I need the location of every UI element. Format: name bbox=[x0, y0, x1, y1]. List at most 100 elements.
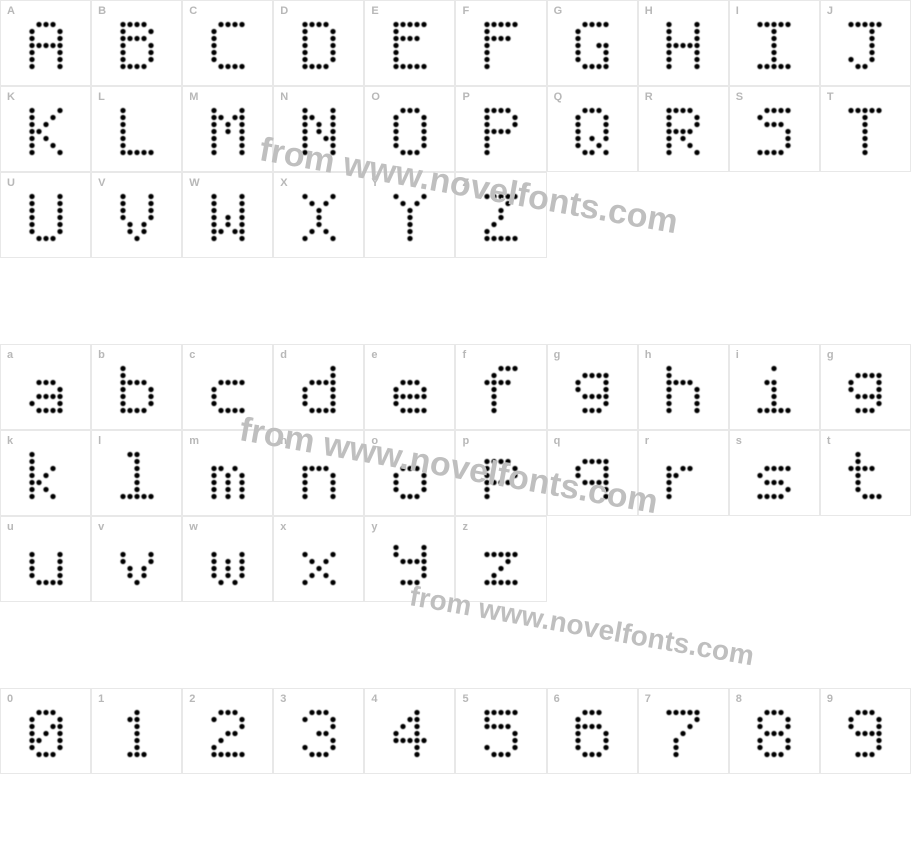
glyph-cell: G bbox=[547, 0, 638, 86]
cell-label: b bbox=[98, 349, 105, 361]
glyph-cell: 4 bbox=[364, 688, 455, 774]
glyph-cell: f bbox=[455, 344, 546, 430]
cell-label: N bbox=[280, 91, 288, 103]
cell-label: T bbox=[827, 91, 834, 103]
glyph-cell: x bbox=[273, 516, 364, 602]
glyph bbox=[484, 365, 519, 419]
glyph-cell bbox=[820, 516, 911, 602]
cell-label: B bbox=[98, 5, 106, 17]
glyph bbox=[757, 107, 792, 161]
cell-label: 4 bbox=[371, 693, 377, 705]
glyph-cell: I bbox=[729, 0, 820, 86]
cell-label: L bbox=[98, 91, 105, 103]
glyph bbox=[392, 537, 427, 591]
glyph bbox=[484, 21, 519, 75]
cell-label: G bbox=[554, 5, 563, 17]
cell-label: c bbox=[189, 349, 195, 361]
glyph bbox=[119, 537, 154, 591]
cell-label: F bbox=[462, 5, 469, 17]
glyph bbox=[392, 193, 427, 247]
glyph bbox=[28, 365, 63, 419]
glyph bbox=[848, 451, 883, 505]
cell-label: D bbox=[280, 5, 288, 17]
glyph-cell: N bbox=[273, 86, 364, 172]
glyph-cell: g bbox=[820, 344, 911, 430]
glyph-cell: 7 bbox=[638, 688, 729, 774]
cell-label: K bbox=[7, 91, 15, 103]
glyph bbox=[757, 21, 792, 75]
glyph bbox=[484, 537, 519, 591]
glyph-cell: Q bbox=[547, 86, 638, 172]
glyph bbox=[119, 21, 154, 75]
glyph-cell: C bbox=[182, 0, 273, 86]
cell-label: A bbox=[7, 5, 15, 17]
glyph-cell: c bbox=[182, 344, 273, 430]
glyph-cell: e bbox=[364, 344, 455, 430]
cell-label: z bbox=[462, 521, 468, 533]
glyph-cell: V bbox=[91, 172, 182, 258]
glyph bbox=[301, 193, 336, 247]
cell-label: 8 bbox=[736, 693, 742, 705]
glyph-cell: Y bbox=[364, 172, 455, 258]
glyph-cell: S bbox=[729, 86, 820, 172]
glyph bbox=[484, 709, 519, 763]
cell-label: M bbox=[189, 91, 198, 103]
glyph-cell: u bbox=[0, 516, 91, 602]
glyph bbox=[575, 21, 610, 75]
cell-label: t bbox=[827, 435, 831, 447]
row-gap bbox=[0, 258, 911, 278]
cell-label: I bbox=[736, 5, 739, 17]
glyph bbox=[392, 709, 427, 763]
glyph-cell: w bbox=[182, 516, 273, 602]
glyph-cell: X bbox=[273, 172, 364, 258]
character-map: ABCDEFGHIJKLMNOPQRSTUVWXYZabcdefghigklmn… bbox=[0, 0, 911, 668]
glyph bbox=[757, 365, 792, 419]
glyph bbox=[301, 21, 336, 75]
cell-label: H bbox=[645, 5, 653, 17]
glyph bbox=[392, 451, 427, 505]
glyph-cell: o bbox=[364, 430, 455, 516]
glyph bbox=[210, 365, 245, 419]
glyph bbox=[119, 365, 154, 419]
cell-label: h bbox=[645, 349, 652, 361]
glyph bbox=[119, 709, 154, 763]
cell-label: P bbox=[462, 91, 469, 103]
glyph-cell: v bbox=[91, 516, 182, 602]
cell-label: O bbox=[371, 91, 380, 103]
cell-label: 9 bbox=[827, 693, 833, 705]
cell-label: v bbox=[98, 521, 104, 533]
glyph-cell: p bbox=[455, 430, 546, 516]
cell-label: l bbox=[98, 435, 101, 447]
glyph-cell: q bbox=[547, 430, 638, 516]
glyph-cell: 9 bbox=[820, 688, 911, 774]
glyph bbox=[757, 451, 792, 505]
glyph bbox=[301, 365, 336, 419]
cell-label: d bbox=[280, 349, 287, 361]
glyph-cell: b bbox=[91, 344, 182, 430]
glyph-cell bbox=[729, 172, 820, 258]
cell-label: 1 bbox=[98, 693, 104, 705]
cell-label: U bbox=[7, 177, 15, 189]
glyph bbox=[484, 107, 519, 161]
glyph-cell: P bbox=[455, 86, 546, 172]
glyph-cell: d bbox=[273, 344, 364, 430]
glyph-cell: r bbox=[638, 430, 729, 516]
cell-label: 2 bbox=[189, 693, 195, 705]
glyph-cell: B bbox=[91, 0, 182, 86]
cell-label: X bbox=[280, 177, 287, 189]
glyph bbox=[210, 451, 245, 505]
glyph bbox=[301, 537, 336, 591]
glyph-cell: K bbox=[0, 86, 91, 172]
glyph bbox=[28, 193, 63, 247]
glyph bbox=[210, 709, 245, 763]
glyph bbox=[848, 709, 883, 763]
cell-label: C bbox=[189, 5, 197, 17]
glyph bbox=[848, 365, 883, 419]
cell-label: s bbox=[736, 435, 742, 447]
cell-label: g bbox=[827, 349, 834, 361]
glyph-cell: t bbox=[820, 430, 911, 516]
cell-label: x bbox=[280, 521, 286, 533]
cell-label: r bbox=[645, 435, 649, 447]
cell-label: a bbox=[7, 349, 13, 361]
glyph-cell: W bbox=[182, 172, 273, 258]
